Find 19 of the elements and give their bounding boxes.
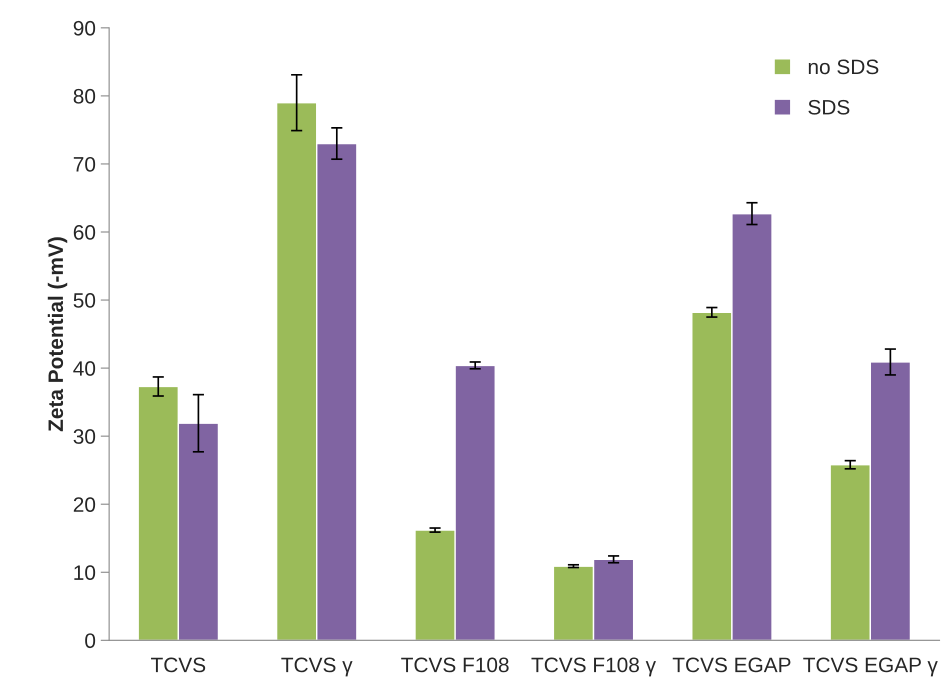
y-tick-label: 40 [73,361,96,376]
y-tick-label: 70 [74,156,96,172]
y-tick-label: 80 [74,88,96,104]
legend-label: no SDS [808,60,878,74]
x-tick-label: TCVS [151,658,206,672]
x-tick-label: TCVS γ [281,658,353,676]
x-tick-label: TCVS EGAP [672,658,790,672]
y-tick-label: 10 [74,565,96,580]
y-axis-title: Zeta Potential (-mV) [48,237,68,432]
y-tick-label: 50 [74,293,96,308]
y-tick-label: 60 [74,225,96,240]
x-tick-label: TCVS EGAP γ [803,658,938,676]
y-tick-label: 30 [74,429,96,444]
y-tick-label: 20 [74,497,96,512]
x-tick-label: TCVS F108 γ [531,658,656,676]
x-tick-label: TCVS F108 [401,658,509,672]
y-tick-label: 0 [85,633,96,648]
y-tick-label: 90 [74,20,96,36]
legend-label: SDS [808,100,850,115]
